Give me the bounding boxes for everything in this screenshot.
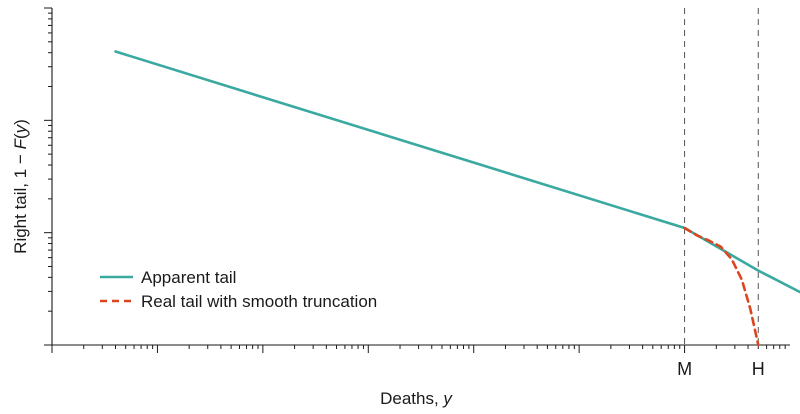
y-axis-label-close: ): [11, 119, 30, 125]
reference-lines: [684, 8, 759, 345]
x-tick-label-h: H: [752, 359, 765, 379]
series-line-apparent-tail: [114, 50, 800, 294]
x-axis-label: Deaths, y: [380, 389, 453, 408]
y-axis-label-var: y: [11, 123, 30, 134]
legend: Apparent tail Real tail with smooth trunc…: [100, 268, 377, 311]
legend-label-1: Apparent tail: [141, 268, 236, 287]
y-axis-label-text: Right tail, 1 −: [11, 149, 30, 253]
y-axis-label-func: F: [11, 137, 30, 149]
y-axis-label: Right tail, 1 − F(y): [11, 119, 30, 254]
y-axis-label-open: (: [11, 133, 30, 139]
x-tick-label-m: M: [677, 359, 692, 379]
series-group: [114, 50, 800, 347]
y-axis-ticks: [44, 7, 52, 346]
x-axis-label-text: Deaths,: [380, 389, 443, 408]
x-axis-ticks: [51, 345, 786, 353]
x-axis-label-var: y: [442, 389, 453, 408]
series-line-real-tail: [683, 226, 760, 347]
legend-label-2: Real tail with smooth truncation: [141, 292, 377, 311]
